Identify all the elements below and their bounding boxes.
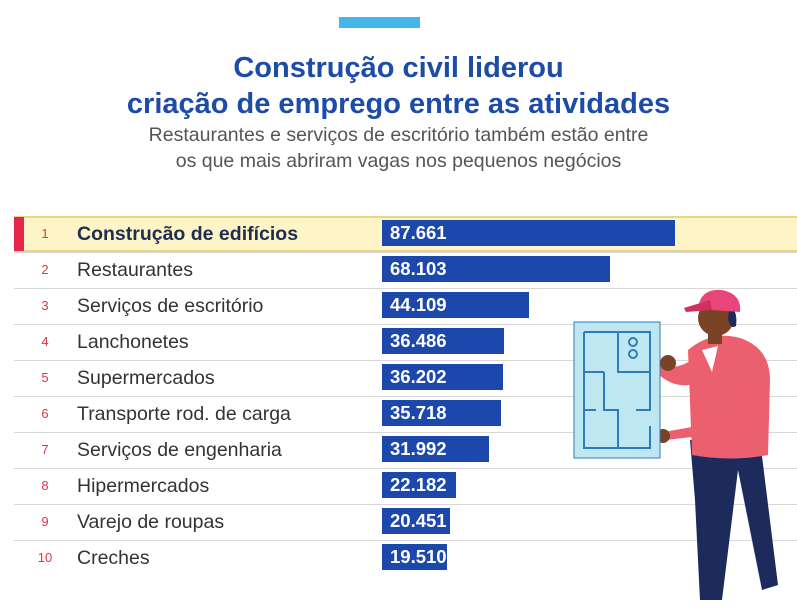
value-label: 35.718 [390,402,447,423]
value-label: 31.992 [390,438,447,459]
rank-number: 1 [41,226,49,241]
chart-row: 6 Transporte rod. de carga 35.718 [14,396,797,432]
ranking-bar-chart: 1 Construção de edifícios 87.661 2 Restauran… [14,216,797,576]
value-label: 36.202 [390,366,447,387]
category-label: Serviços de escritório [77,295,264,317]
rank-number: 8 [41,478,49,493]
chart-row: 5 Supermercados 36.202 [14,360,797,396]
highlight-marker [14,217,24,251]
highlight-border [14,216,797,218]
bar [382,256,610,282]
worker-holding-blueprint-icon [573,289,778,600]
chart-row: 7 Serviços de engenharia 31.992 [14,432,797,468]
row-separator [14,504,797,505]
accent-bar [339,17,420,28]
value-label: 87.661 [390,222,447,243]
rank-number: 7 [41,442,49,457]
chart-row: 4 Lanchonetes 36.486 [14,324,797,360]
row-separator [14,468,797,469]
category-label: Serviços de engenharia [77,439,282,461]
value-label: 68.103 [390,258,447,279]
row-separator [14,252,797,253]
bar [382,220,675,246]
category-label: Restaurantes [77,259,193,281]
value-label: 44.109 [390,294,447,315]
category-label: Construção de edifícios [77,223,299,245]
chart-title-line-2: criação de emprego entre as atividades [126,88,671,120]
chart-row: 1 Construção de edifícios 87.661 [14,216,797,252]
chart-title-line-1: Construção civil liderou [233,52,564,84]
rank-number: 3 [41,298,49,313]
bar [382,292,529,318]
bar [382,544,447,570]
value-label: 36.486 [390,330,447,351]
category-label: Varejo de roupas [77,511,225,533]
rank-number: 10 [37,550,53,565]
row-separator [14,360,797,361]
rank-number: 9 [41,514,49,529]
bar [382,400,501,426]
bar [382,364,503,390]
chart-subtitle-line-1: Restaurantes e serviços de escritório ta… [148,124,649,146]
bar [382,508,450,534]
value-label: 22.182 [390,474,447,495]
rank-number: 2 [41,262,49,277]
value-label: 20.451 [390,510,447,531]
row-separator [14,324,797,325]
bar [382,328,504,354]
category-label: Transporte rod. de carga [77,403,291,425]
chart-row: 9 Varejo de roupas 20.451 [14,504,797,540]
chart-row: 2 Restaurantes 68.103 [14,252,797,288]
rank-number: 4 [41,334,49,349]
rank-number: 6 [41,406,49,421]
row-separator [14,288,797,289]
row-separator [14,432,797,433]
chart-row: 3 Serviços de escritório 44.109 [14,288,797,324]
row-separator [14,396,797,397]
row-separator [14,540,797,541]
value-label: 19.510 [390,546,447,567]
category-label: Supermercados [77,367,215,389]
category-label: Creches [77,547,150,569]
category-label: Hipermercados [77,475,210,497]
category-label: Lanchonetes [77,331,189,353]
chart-row: 10 Creches 19.510 [14,540,797,576]
highlight-border [14,250,797,252]
bar [382,436,489,462]
chart-row: 8 Hipermercados 22.182 [14,468,797,504]
rank-number: 5 [41,370,49,385]
chart-subtitle-line-2: os que mais abriram vagas nos pequenos n… [175,150,622,172]
bar [382,472,456,498]
